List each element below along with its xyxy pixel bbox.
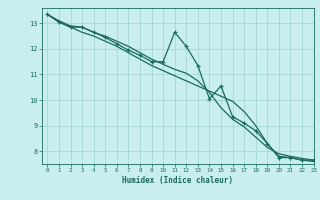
- X-axis label: Humidex (Indice chaleur): Humidex (Indice chaleur): [122, 176, 233, 185]
